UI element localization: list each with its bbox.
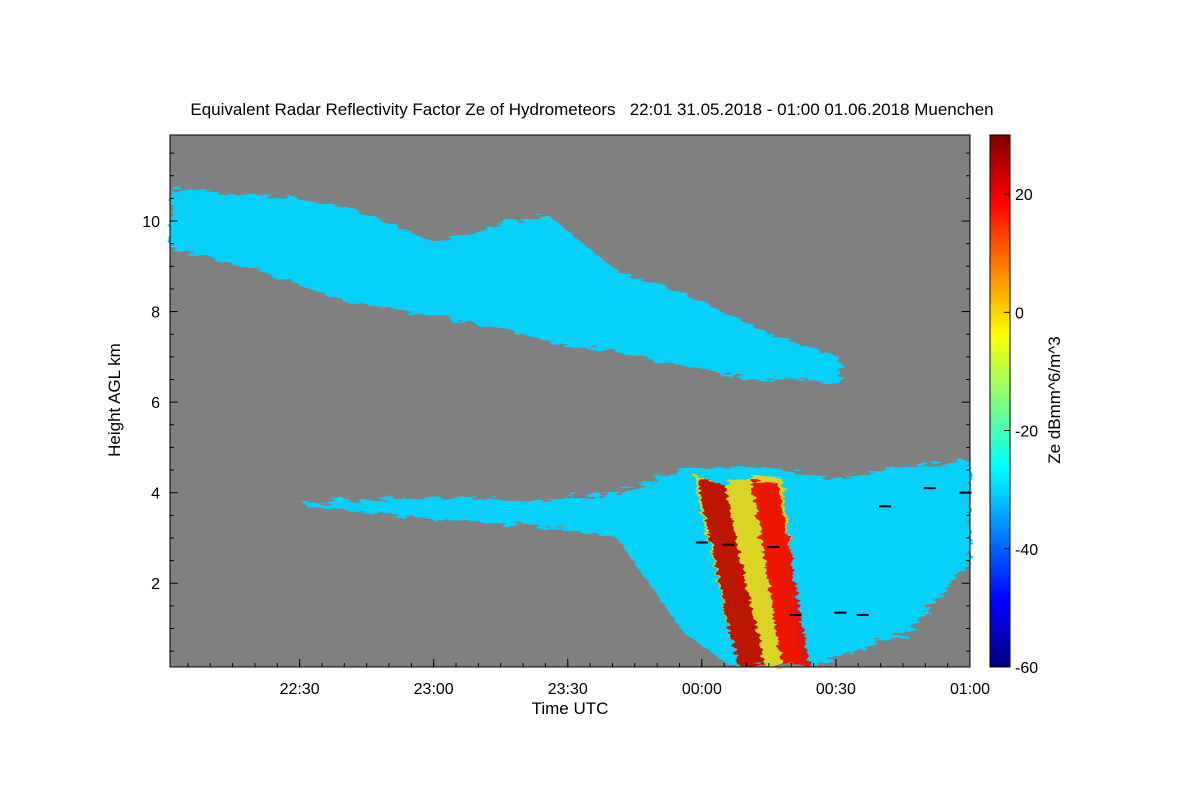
y-tick-label: 8 bbox=[151, 305, 160, 322]
y-tick-label: 2 bbox=[151, 576, 160, 593]
echo-layer bbox=[170, 189, 971, 665]
plot-frame bbox=[169, 134, 971, 668]
y-tick-label: 10 bbox=[142, 214, 160, 231]
x-axis-label: Time UTC bbox=[532, 699, 609, 718]
echo-core-intense bbox=[697, 479, 765, 665]
echo-region-0 bbox=[170, 189, 841, 384]
melting-layer-mark bbox=[856, 613, 869, 616]
colorbar-tick-label: 0 bbox=[1015, 305, 1024, 322]
echo-region-shape bbox=[304, 461, 971, 665]
colorbar-tick-label: -60 bbox=[1015, 660, 1038, 677]
colorbar-tick-label: 20 bbox=[1015, 187, 1033, 204]
echo-region-shape bbox=[170, 189, 841, 384]
colorbar-tick-label: -40 bbox=[1015, 542, 1038, 559]
echo-core-intense bbox=[751, 479, 810, 665]
melting-layer-mark bbox=[789, 613, 802, 616]
melting-layer-mark bbox=[767, 546, 780, 549]
colorbar-ticks: 20 0 -20 -40 -60 bbox=[1004, 187, 1038, 677]
x-tick-label: 23:00 bbox=[414, 681, 454, 698]
x-tick-label: 00:30 bbox=[816, 681, 856, 698]
colorbar-tick-label: -20 bbox=[1015, 424, 1038, 441]
y-axis-label: Height AGL km bbox=[105, 343, 124, 457]
x-axis: 22:30 23:00 23:30 00:00 00:30 01:00 bbox=[187, 659, 990, 698]
chart-title: Equivalent Radar Reflectivity Factor Ze … bbox=[190, 100, 993, 119]
colorbar: 20 0 -20 -40 -60 Ze dBmm^6/m^3 bbox=[989, 134, 1064, 677]
melting-layer-mark bbox=[879, 505, 892, 508]
y-axis: 2 4 6 8 10 bbox=[142, 152, 970, 652]
plot-area bbox=[169, 134, 972, 668]
y-tick-label: 4 bbox=[151, 486, 160, 503]
colorbar-gradient bbox=[989, 134, 1011, 668]
melting-layer-mark bbox=[834, 611, 847, 614]
x-tick-label: 22:30 bbox=[280, 681, 320, 698]
x-tick-label: 00:00 bbox=[682, 681, 722, 698]
x-tick-label: 01:00 bbox=[950, 681, 990, 698]
melting-layer-mark bbox=[722, 543, 735, 546]
melting-layer-mark bbox=[695, 541, 708, 544]
x-tick-label: 23:30 bbox=[548, 681, 588, 698]
y-tick-label: 6 bbox=[151, 395, 160, 412]
echo-region-1 bbox=[304, 461, 971, 665]
colorbar-label: Ze dBmm^6/m^3 bbox=[1045, 336, 1064, 463]
melting-layer-mark bbox=[923, 487, 936, 490]
